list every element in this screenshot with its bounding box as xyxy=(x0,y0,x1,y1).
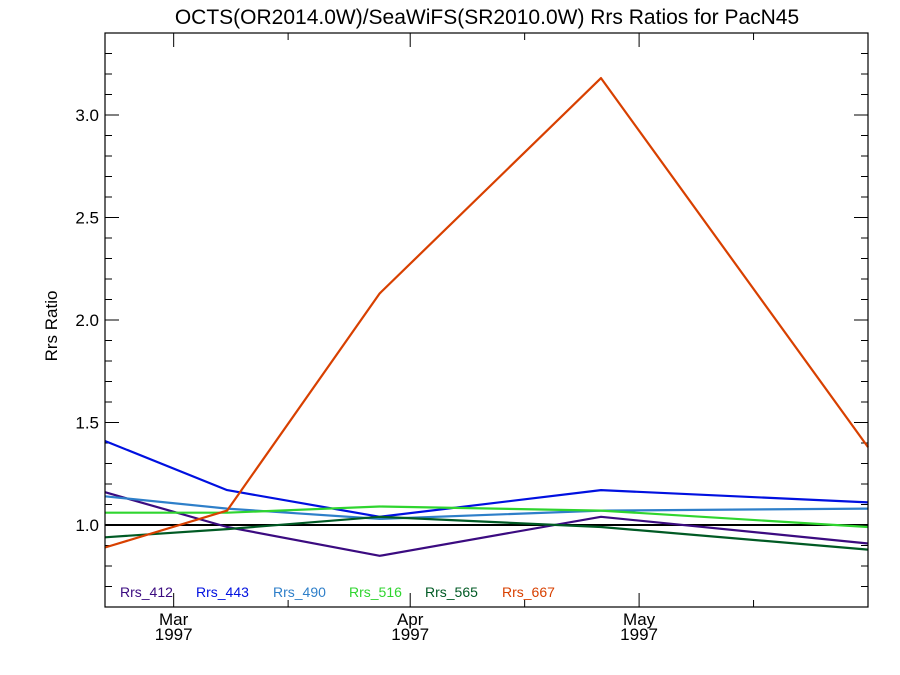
y-tick-label: 1.5 xyxy=(75,414,99,433)
y-tick-label: 1.0 xyxy=(75,516,99,535)
plot-frame xyxy=(104,32,869,608)
legend-entry: Rrs_412 xyxy=(120,584,173,600)
y-tick-label: 2.5 xyxy=(75,209,99,228)
legend: Rrs_412 Rrs_443 Rrs_490 Rrs_516 Rrs_565 Rrs_6… xyxy=(120,584,555,600)
y-axis-label: Rrs Ratio xyxy=(42,291,61,362)
chart-title: OCTS(OR2014.0W)/SeaWiFS(SR2010.0W) Rrs R… xyxy=(175,6,799,29)
x-tick-label-month: Mar xyxy=(159,610,189,629)
legend-entry: Rrs_516 xyxy=(349,584,402,600)
x-tick-label-year: 1997 xyxy=(620,625,658,644)
series-line-rrs-443 xyxy=(104,439,869,518)
x-tick-label-month: May xyxy=(623,610,656,629)
series-line-rrs-565 xyxy=(104,515,869,551)
legend-entry: Rrs_443 xyxy=(196,584,249,600)
x-tick-label-year: 1997 xyxy=(155,625,193,644)
x-tick-label-month: Apr xyxy=(397,610,424,629)
series-line-rrs-490 xyxy=(104,495,869,521)
legend-entry: Rrs_667 xyxy=(502,584,555,600)
series-line-rrs-667 xyxy=(104,76,869,549)
series-line-rrs-412 xyxy=(104,491,869,557)
legend-entry: Rrs_565 xyxy=(425,584,478,600)
x-tick-label-year: 1997 xyxy=(391,625,429,644)
y-tick-label: 2.0 xyxy=(75,311,99,330)
legend-entry: Rrs_490 xyxy=(273,584,326,600)
y-tick-label: 3.0 xyxy=(75,106,99,125)
series-line-rrs-516 xyxy=(105,505,869,529)
